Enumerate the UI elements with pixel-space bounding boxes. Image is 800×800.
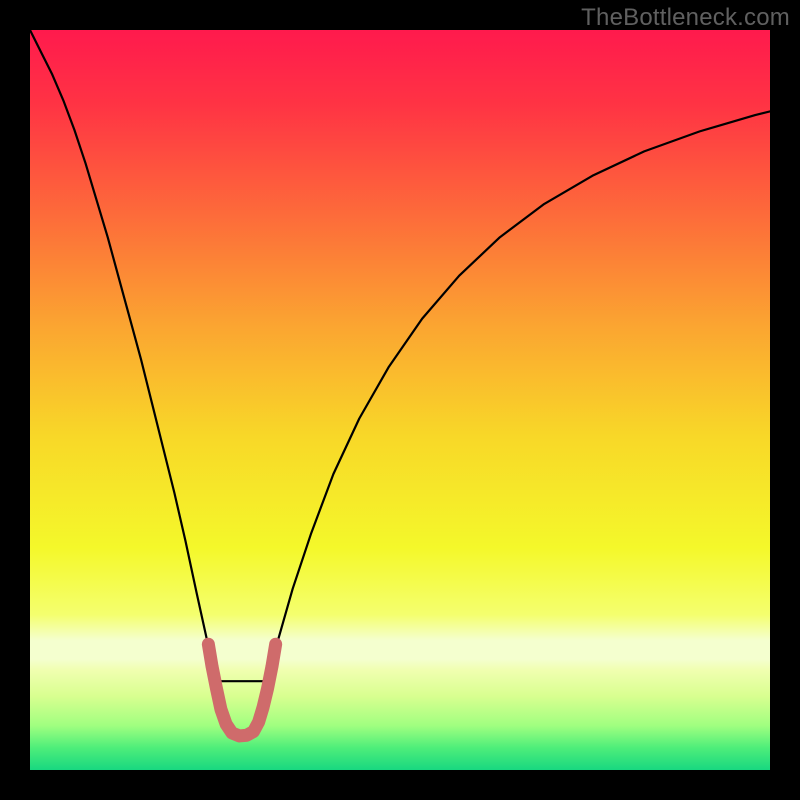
- plot-area: [30, 30, 770, 770]
- gradient-background: [30, 30, 770, 770]
- plot-svg: [30, 30, 770, 770]
- watermark-text: TheBottleneck.com: [581, 4, 790, 32]
